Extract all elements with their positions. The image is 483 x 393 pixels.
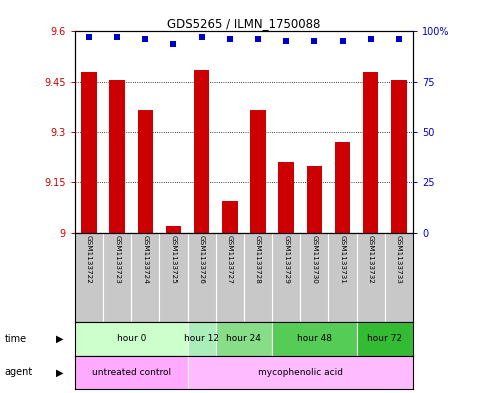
Bar (109, 80, 125, 233)
Text: hour 48: hour 48 (297, 334, 332, 343)
Text: hour 0: hour 0 (116, 334, 146, 343)
Bar (187, 322, 216, 356)
Text: hour 72: hour 72 (367, 334, 402, 343)
Text: GSM1133733: GSM1133733 (396, 235, 402, 284)
Text: GSM1133725: GSM1133725 (170, 235, 176, 284)
Bar (278, 162, 294, 233)
Bar (81, 72, 97, 233)
Point (113, 34, 121, 40)
Text: GSM1133731: GSM1133731 (340, 235, 345, 284)
Point (226, 36, 234, 42)
Point (339, 39, 346, 45)
Text: GSM1133732: GSM1133732 (368, 235, 374, 284)
Text: mycophenolic acid: mycophenolic acid (258, 368, 343, 377)
Point (254, 36, 262, 42)
Bar (307, 165, 322, 233)
Bar (166, 226, 181, 233)
Point (282, 39, 290, 45)
Bar (75, 322, 187, 356)
Text: untreated control: untreated control (92, 368, 171, 377)
Text: GSM1133727: GSM1133727 (227, 235, 233, 284)
Text: hour 12: hour 12 (184, 334, 219, 343)
Point (198, 34, 206, 40)
Text: GSM1133730: GSM1133730 (312, 235, 317, 284)
Bar (187, 356, 413, 389)
Point (311, 39, 318, 45)
Bar (335, 142, 350, 233)
Text: GSM1133722: GSM1133722 (86, 235, 92, 284)
Bar (138, 110, 153, 233)
Text: GSM1133724: GSM1133724 (142, 235, 148, 284)
Point (85, 34, 93, 40)
Bar (272, 322, 356, 356)
Text: GSM1133723: GSM1133723 (114, 235, 120, 284)
Bar (391, 80, 407, 233)
Text: ▶: ▶ (56, 367, 63, 377)
Text: agent: agent (5, 367, 33, 377)
Bar (250, 110, 266, 233)
Bar (216, 322, 272, 356)
Bar (75, 356, 187, 389)
Text: time: time (5, 334, 27, 344)
Text: GSM1133726: GSM1133726 (199, 235, 205, 284)
Text: hour 24: hour 24 (227, 334, 261, 343)
Text: GSM1133729: GSM1133729 (283, 235, 289, 284)
Bar (363, 72, 379, 233)
Point (395, 36, 403, 42)
Point (367, 36, 375, 42)
Title: GDS5265 / ILMN_1750088: GDS5265 / ILMN_1750088 (167, 17, 321, 30)
Bar (194, 70, 210, 233)
Bar (356, 322, 413, 356)
Point (142, 36, 149, 42)
Text: GSM1133728: GSM1133728 (255, 235, 261, 284)
Text: ▶: ▶ (56, 334, 63, 344)
Bar (222, 201, 238, 233)
Point (170, 40, 177, 47)
